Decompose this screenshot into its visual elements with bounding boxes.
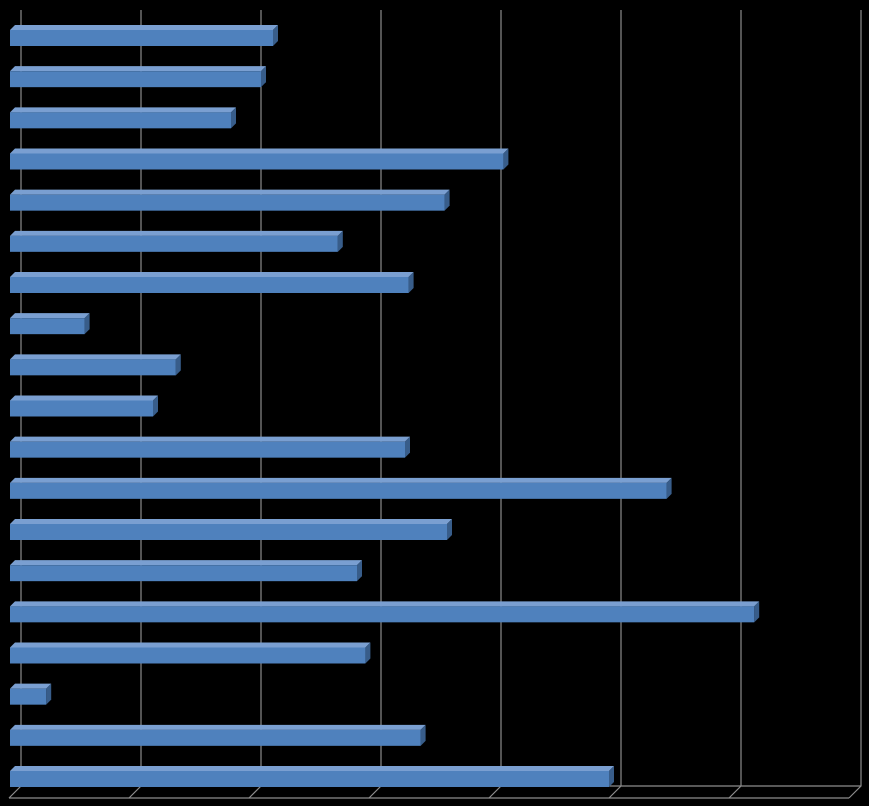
- bar-side: [420, 724, 426, 746]
- bar-side: [408, 272, 414, 293]
- grid-line: [368, 10, 382, 799]
- bar: [10, 318, 85, 335]
- bar-top: [10, 148, 509, 154]
- bar-side: [273, 25, 278, 46]
- bar-side: [337, 230, 343, 252]
- bar-side: [365, 642, 371, 664]
- bar-side: [754, 601, 760, 623]
- bar-top: [10, 683, 52, 689]
- bar-side: [609, 766, 614, 787]
- bar-top: [10, 766, 614, 771]
- bar-side: [153, 395, 158, 417]
- grid-line: [248, 10, 262, 799]
- bar: [10, 729, 421, 746]
- bar: [10, 400, 153, 417]
- bar-top: [10, 354, 181, 360]
- bar-top: [10, 25, 278, 30]
- bar: [10, 112, 231, 129]
- bar: [10, 524, 447, 540]
- bar-top: [10, 642, 371, 648]
- bar-top: [10, 436, 410, 442]
- bar-top: [10, 189, 450, 195]
- bar-side: [84, 313, 90, 335]
- bar: [10, 647, 366, 664]
- bar-side: [666, 477, 672, 499]
- bar-top: [10, 107, 236, 113]
- bar: [10, 71, 261, 88]
- bar-top: [10, 313, 90, 319]
- bar: [10, 153, 504, 170]
- bar-top: [10, 601, 760, 607]
- bar-side: [46, 683, 52, 705]
- grid-line: [728, 10, 742, 799]
- bar-top: [10, 395, 158, 401]
- bar: [10, 565, 357, 582]
- bar-top: [10, 230, 343, 236]
- bar-side: [444, 189, 450, 211]
- bar-side: [447, 519, 452, 540]
- bar-top: [10, 519, 452, 524]
- bar: [10, 441, 405, 458]
- bar: [10, 359, 176, 376]
- bar-side: [175, 354, 181, 376]
- bar-top: [10, 724, 426, 730]
- bar: [10, 482, 667, 499]
- grid-line: [488, 10, 502, 799]
- bar: [10, 277, 409, 293]
- bar-side: [261, 66, 266, 88]
- bar: [10, 235, 338, 252]
- bar-top: [10, 477, 672, 483]
- bar-side: [503, 148, 509, 170]
- bar: [10, 688, 47, 705]
- bar-top: [10, 272, 414, 277]
- bar-side: [357, 560, 362, 582]
- grid-line: [848, 10, 862, 799]
- bar: [10, 30, 273, 46]
- bar: [10, 606, 755, 623]
- bar-side: [405, 436, 410, 458]
- bar-top: [10, 560, 362, 566]
- grid-line: [608, 10, 622, 799]
- bar: [10, 771, 609, 787]
- bar: [10, 194, 445, 211]
- bar-top: [10, 66, 266, 72]
- bar-side: [231, 107, 236, 129]
